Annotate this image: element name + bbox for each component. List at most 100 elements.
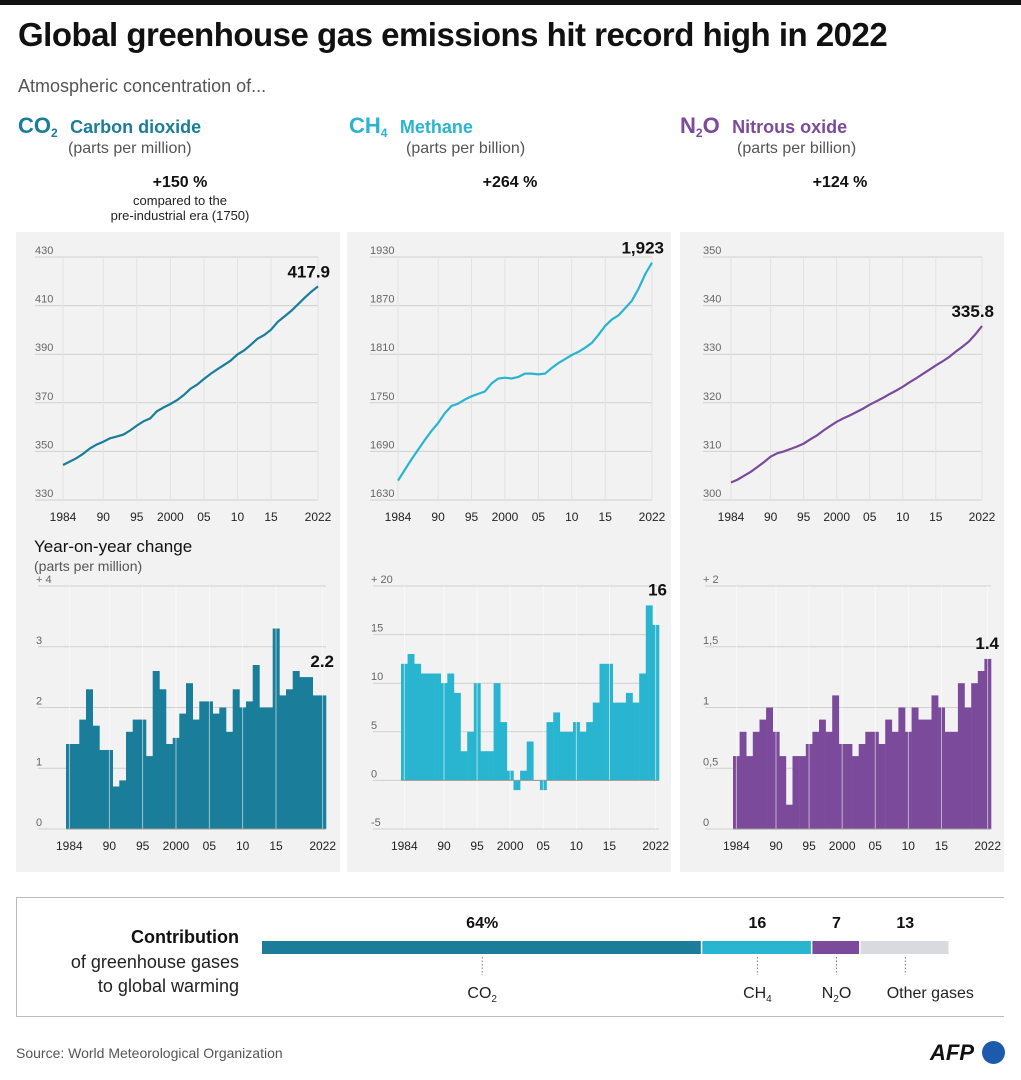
end-value-label: 16 <box>648 580 667 599</box>
pct-change-n2o: +124 % <box>812 174 868 191</box>
y-tick-label: + 2 <box>703 574 719 586</box>
bar <box>819 719 826 829</box>
contribution-category-label: N2O <box>822 985 852 1005</box>
contribution-segment <box>812 941 860 954</box>
x-tick-label: 1984 <box>723 839 750 853</box>
series-line <box>730 325 983 484</box>
y-tick-label: 1 <box>703 696 709 708</box>
bar <box>219 707 227 829</box>
x-tick-label: 95 <box>802 839 816 853</box>
bar <box>467 731 475 781</box>
contribution-segment <box>860 941 949 954</box>
pct-change-ch4: +264 % <box>482 174 538 191</box>
gas-header-n2o: N2O Nitrous oxide <box>680 113 847 140</box>
x-tick-label: 90 <box>764 510 778 524</box>
bar <box>427 673 435 781</box>
x-tick-label: 95 <box>797 510 811 524</box>
bar <box>99 750 107 829</box>
bar <box>192 719 200 829</box>
y-tick-label: + 4 <box>36 574 52 586</box>
y-tick-label: 10 <box>371 671 383 683</box>
x-tick-label: 2022 <box>974 839 1001 853</box>
x-tick-label: 15 <box>269 839 283 853</box>
pct-note: compared to the pre-industrial era (1750) <box>110 193 250 223</box>
bar <box>526 741 534 781</box>
bar <box>559 731 567 781</box>
y-tick-label: 330 <box>35 488 53 500</box>
x-tick-label: 05 <box>537 839 551 853</box>
contribution-value-label: 16 <box>749 915 767 932</box>
afp-logo: AFP <box>930 1040 974 1065</box>
bar <box>586 722 594 781</box>
bar <box>752 731 760 829</box>
y-tick-label: 3 <box>36 635 42 647</box>
bar <box>812 731 820 829</box>
y-tick-label: 410 <box>35 294 53 306</box>
source-note: Source: World Meteorological Organizatio… <box>16 1045 283 1061</box>
gas-formula: N <box>680 113 696 138</box>
bar <box>832 695 840 829</box>
gas-formula: CO <box>18 113 51 138</box>
y-tick-label: 320 <box>703 391 721 403</box>
series-line <box>62 285 319 466</box>
x-tick-label: 2022 <box>642 839 669 853</box>
x-tick-label: 2000 <box>163 839 190 853</box>
x-tick-label: 05 <box>203 839 217 853</box>
x-tick-label: 90 <box>97 510 111 524</box>
bar <box>212 713 220 829</box>
bar <box>592 702 600 781</box>
bar <box>487 751 494 781</box>
bar <box>132 719 140 829</box>
bar <box>166 744 173 829</box>
gas-name: Methane <box>399 117 473 137</box>
gas-name: Carbon dioxide <box>70 117 202 137</box>
bar <box>252 665 260 829</box>
x-tick-label: 1984 <box>50 510 77 524</box>
bar <box>266 707 273 829</box>
x-tick-label: 90 <box>769 839 783 853</box>
bar <box>645 605 653 781</box>
bar <box>186 683 193 829</box>
bar <box>911 707 919 829</box>
bar <box>292 671 300 829</box>
bar <box>546 722 554 781</box>
gas-formula-sub: 4 <box>380 126 388 141</box>
x-tick-label: 2000 <box>829 839 856 853</box>
x-tick-label: 95 <box>470 839 484 853</box>
y-tick-label: 330 <box>703 342 721 354</box>
bar <box>460 751 468 781</box>
top-rule <box>0 0 1021 5</box>
bar <box>785 804 793 829</box>
bar <box>639 673 647 781</box>
y-tick-label: 370 <box>35 391 53 403</box>
x-tick-label: 15 <box>929 510 943 524</box>
y-tick-label: 0 <box>371 768 377 780</box>
y-tick-label: 15 <box>371 623 383 635</box>
bar <box>891 731 899 829</box>
gas-unit: (parts per billion) <box>406 140 526 157</box>
bar <box>126 731 133 829</box>
bar <box>179 713 187 829</box>
bar <box>632 702 640 781</box>
bar <box>825 731 833 829</box>
contribution-category-label: Other gases <box>887 985 974 1002</box>
contribution-title: Contribution <box>131 927 239 947</box>
y-tick-label: 5 <box>371 720 377 732</box>
bar <box>246 701 253 829</box>
x-tick-label: 2022 <box>969 510 996 524</box>
x-tick-label: 10 <box>236 839 250 853</box>
bar <box>759 719 767 829</box>
bar <box>865 731 873 829</box>
bar <box>453 692 461 781</box>
bar <box>566 731 574 781</box>
bar <box>420 673 428 781</box>
contribution-category-label: CO2 <box>467 985 497 1005</box>
y-tick-label: 350 <box>35 439 53 451</box>
bar <box>112 786 120 829</box>
end-value-label: 335.8 <box>951 302 994 321</box>
bar <box>480 751 488 781</box>
bar <box>500 722 508 781</box>
x-tick-label: 2022 <box>305 510 332 524</box>
contribution-value-label: 7 <box>832 915 841 932</box>
y-tick-label: 1 <box>36 756 42 768</box>
